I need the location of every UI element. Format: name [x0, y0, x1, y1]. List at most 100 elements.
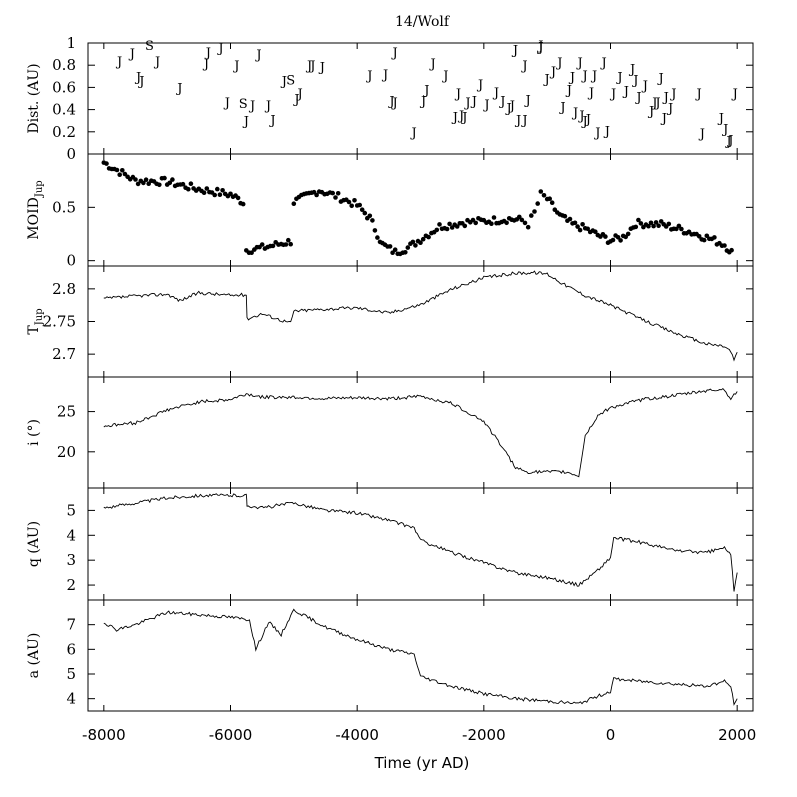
moid-point	[701, 237, 707, 243]
panel-a: 4 5 6 7 a (AU)	[26, 599, 754, 712]
encounter-marker: J	[555, 56, 562, 71]
encounter-marker: J	[609, 87, 616, 102]
moid-point	[562, 213, 568, 219]
y-tick-label: 6	[66, 640, 76, 658]
moid-point	[235, 195, 241, 201]
encounter-marker: J	[381, 68, 388, 83]
x-axis: -8000 -6000 -4000 -2000 0 2000	[82, 726, 756, 744]
encounter-marker: J	[628, 63, 635, 78]
moid-point	[549, 200, 555, 205]
moid-point	[426, 234, 431, 240]
moid-point	[656, 223, 661, 228]
y-axis-title: Dist. (AU)	[26, 63, 42, 133]
moid-point	[180, 181, 186, 187]
moid-point	[729, 247, 734, 253]
y-axis-title: i (°)	[26, 419, 42, 446]
moid-point	[390, 250, 395, 255]
encounter-marker: J	[622, 85, 629, 100]
moid-point	[522, 220, 528, 226]
moid-point	[370, 218, 375, 223]
moid-point	[575, 224, 580, 229]
y-tick-label: 1	[66, 34, 76, 52]
moid-point	[186, 186, 191, 192]
encounter-marker: J	[587, 86, 594, 101]
encounter-marker: J	[115, 55, 122, 70]
moid-point	[585, 226, 590, 232]
encounter-marker: J	[422, 84, 429, 99]
encounter-marker: J	[410, 126, 417, 141]
series-line-a	[103, 608, 738, 706]
moid-point	[567, 216, 573, 222]
encounter-marker: J	[441, 69, 448, 84]
encounter-marker: J	[662, 90, 669, 105]
encounter-marker: J	[505, 101, 512, 116]
moid-point	[593, 229, 598, 234]
moid-point	[648, 220, 654, 226]
y-tick-label: 3	[66, 551, 76, 569]
moid-point	[286, 237, 291, 243]
moid-point	[104, 161, 109, 166]
encounter-marker: J	[470, 95, 477, 110]
panel-moid: 0 0.5 MOIDJup	[26, 153, 754, 270]
moid-point	[157, 182, 162, 188]
encounter-marker: J	[242, 115, 249, 130]
moid-point	[135, 181, 141, 187]
moid-point	[114, 167, 120, 173]
y-tick-label: 4	[66, 526, 76, 544]
moid-point	[529, 213, 534, 218]
moid-point	[470, 217, 476, 223]
encounter-marker: J	[482, 98, 489, 113]
moid-point	[240, 201, 246, 207]
moid-point	[462, 223, 468, 229]
moid-point	[679, 226, 684, 232]
moid-point	[405, 245, 411, 250]
moid-point	[362, 210, 368, 216]
encounter-marker: J	[175, 81, 182, 96]
y-tick-label: 5	[66, 665, 76, 683]
moid-point	[215, 186, 220, 192]
series-line-q	[103, 493, 738, 592]
moid-point	[610, 237, 616, 243]
moid-point	[392, 247, 398, 252]
moid-point	[217, 192, 223, 197]
encounter-marker: J	[391, 96, 398, 111]
encounter-marker: J	[631, 74, 638, 89]
moid-point	[120, 168, 125, 173]
moid-point	[712, 235, 717, 240]
encounter-marker: J	[584, 112, 591, 127]
moid-point	[577, 227, 583, 233]
moid-point	[291, 201, 297, 206]
encounter-marker: J	[615, 70, 622, 85]
encounter-marker: J	[536, 40, 543, 55]
moid-point	[330, 190, 336, 196]
panel-frame	[87, 599, 754, 712]
encounter-marker: S	[239, 97, 248, 112]
moid-point	[676, 223, 682, 229]
encounter-marker: J	[460, 110, 467, 125]
encounter-marker: J	[593, 126, 600, 141]
moid-point	[580, 222, 585, 227]
moid-point	[259, 242, 265, 247]
moid-point	[410, 239, 416, 245]
moid-point	[346, 199, 352, 205]
encounter-marker: J	[223, 96, 230, 111]
y-tick-label: 0.4	[52, 101, 76, 119]
encounter-marker: J	[387, 95, 394, 110]
moid-point	[615, 235, 621, 240]
encounter-marker: J	[463, 96, 470, 111]
moid-point	[603, 234, 608, 239]
encounter-marker: S	[145, 39, 154, 54]
moid-point	[249, 250, 254, 255]
moid-point	[403, 250, 408, 255]
x-tick-label: 2000	[718, 726, 756, 744]
y-tick-label: 5	[66, 501, 76, 519]
moid-point	[722, 243, 727, 248]
moid-point	[541, 193, 547, 198]
moid-point	[489, 221, 494, 226]
panel-frame	[87, 376, 754, 489]
encounter-marker: S	[286, 74, 295, 89]
y-tick-label: 25	[57, 403, 76, 421]
moid-point	[204, 186, 210, 191]
moid-point	[646, 223, 651, 229]
encounter-marker: J	[724, 135, 731, 150]
